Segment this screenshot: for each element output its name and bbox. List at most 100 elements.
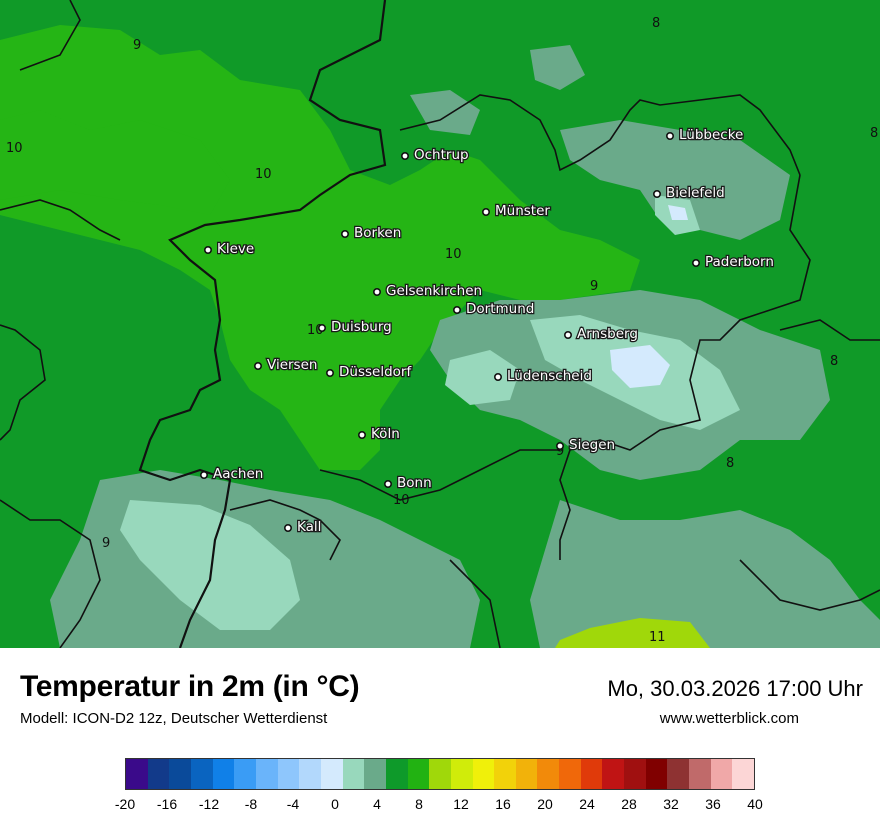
- city-aachen[interactable]: Aachen: [200, 465, 265, 483]
- city-ochtrup[interactable]: Ochtrup: [400, 146, 470, 164]
- iso-label: 10: [445, 247, 462, 262]
- iso-label: 8: [830, 354, 838, 369]
- city-siegen[interactable]: Siegen: [555, 436, 616, 454]
- city-label: Kall: [297, 519, 321, 535]
- city-viersen[interactable]: Viersen: [254, 356, 319, 374]
- city-paderborn[interactable]: Paderborn: [691, 253, 775, 271]
- coldest-region-rothaar: [610, 345, 670, 388]
- city-label: Arnsberg: [577, 326, 638, 342]
- temperature-regions: [0, 25, 880, 648]
- regional-border-nw: [19, 0, 81, 71]
- city-label: Köln: [371, 426, 400, 442]
- city-kleve[interactable]: Kleve: [204, 240, 256, 258]
- city-gelsenkirchen[interactable]: Gelsenkirchen: [372, 282, 483, 300]
- warm-region-north: [0, 110, 230, 215]
- color-scale-tick-label: 24: [579, 796, 595, 812]
- city-label: Bonn: [397, 475, 432, 491]
- iso-label: 9: [556, 444, 564, 459]
- color-scale-tick-label: 40: [747, 796, 763, 812]
- cool-region-east: [560, 120, 790, 240]
- city-label: Münster: [495, 203, 550, 219]
- cool-region-south: [530, 500, 880, 648]
- color-scale-tick-label: -4: [286, 796, 300, 812]
- color-scale-swatch: [515, 759, 538, 789]
- regional-border-south: [319, 449, 560, 501]
- color-scale-swatch: [277, 759, 300, 789]
- color-scale-tick-label: -20: [114, 796, 136, 812]
- borders: [0, 0, 880, 648]
- city-luebbecke[interactable]: Lübbecke: [665, 126, 745, 144]
- regional-border-north: [399, 94, 801, 176]
- website-link[interactable]: www.wetterblick.com: [659, 710, 799, 727]
- color-scale-swatch: [385, 759, 408, 789]
- regional-border-ne: [779, 319, 880, 341]
- map-title: Temperatur in 2m (in °C): [20, 670, 360, 703]
- iso-label: 10: [393, 493, 410, 508]
- city-kall[interactable]: Kall: [283, 518, 323, 536]
- iso-label: 9: [133, 38, 141, 53]
- city-label: Aachen: [213, 466, 263, 482]
- iso-label: 8: [652, 16, 660, 31]
- city-label: Düsseldorf: [339, 364, 412, 380]
- city-bielefeld[interactable]: Bielefeld: [652, 184, 726, 202]
- city-label: Gelsenkirchen: [386, 283, 482, 299]
- iso-label: 10: [6, 141, 23, 156]
- iso-label: 9: [102, 536, 110, 551]
- temperature-map: 9 8 10 10 8 10 9 10 8 9 8 10 9 11 Lübbec…: [0, 0, 880, 648]
- color-scale-tick-label: 36: [705, 796, 721, 812]
- color-scale-swatch: [342, 759, 365, 789]
- color-scale-tick-label: 20: [537, 796, 553, 812]
- color-scale-swatch: [234, 759, 256, 789]
- color-scale-swatch: [710, 759, 733, 789]
- color-scale-tick-label: 4: [373, 796, 381, 812]
- city-koeln[interactable]: Köln: [357, 425, 401, 443]
- color-scale-swatch: [212, 759, 235, 789]
- cool-region-top: [530, 45, 585, 90]
- map-footer: Temperatur in 2m (in °C) Modell: ICON-D2…: [0, 648, 880, 830]
- color-scale-swatch: [190, 759, 213, 789]
- city-label: Lüdenscheid: [507, 368, 592, 384]
- color-scale-swatch: [407, 759, 430, 789]
- city-label: Ochtrup: [414, 147, 469, 163]
- warm-region-south: [555, 618, 710, 648]
- city-bonn[interactable]: Bonn: [383, 474, 433, 492]
- color-scale-swatch: [126, 759, 148, 789]
- city-label: Siegen: [569, 437, 615, 453]
- city-label: Lübbecke: [679, 127, 743, 143]
- cool-region-northeast: [410, 90, 480, 135]
- city-duesseldorf[interactable]: Düsseldorf: [325, 363, 414, 381]
- color-scale-swatch: [667, 759, 690, 789]
- colder-region-eifel: [120, 500, 300, 630]
- model-info: Modell: ICON-D2 12z, Deutscher Wetterdie…: [20, 710, 328, 727]
- city-label: Kleve: [217, 241, 254, 257]
- regional-border-sw2: [0, 499, 101, 648]
- city-dortmund[interactable]: Dortmund: [452, 300, 536, 318]
- color-scale-tick-label: -12: [198, 796, 220, 812]
- color-scale-tick-label: 0: [331, 796, 339, 812]
- city-label: Duisburg: [331, 319, 392, 335]
- color-scale-tick-label: 32: [663, 796, 679, 812]
- iso-label: 8: [726, 456, 734, 471]
- color-scale-swatch: [255, 759, 278, 789]
- color-scale-swatch: [602, 759, 625, 789]
- city-duisburg[interactable]: Duisburg: [317, 318, 393, 336]
- city-luedenscheid[interactable]: Lüdenscheid: [493, 367, 593, 385]
- color-scale: [125, 758, 755, 790]
- regional-border-s2: [449, 559, 501, 648]
- color-scale-tick-label: 8: [415, 796, 423, 812]
- color-scale-swatch: [645, 759, 668, 789]
- color-scale-swatch: [689, 759, 711, 789]
- iso-label: 11: [649, 630, 666, 645]
- color-scale-swatch: [450, 759, 473, 789]
- city-borken[interactable]: Borken: [340, 224, 403, 242]
- city-arnsberg[interactable]: Arnsberg: [563, 325, 639, 343]
- iso-label: 8: [870, 126, 878, 141]
- national-border: [138, 0, 387, 648]
- regional-border-se: [739, 559, 880, 611]
- color-scale-tick-label: 12: [453, 796, 469, 812]
- coldest-region-bielefeld: [668, 205, 688, 220]
- city-label: Borken: [354, 225, 401, 241]
- city-muenster[interactable]: Münster: [481, 202, 552, 220]
- colder-region-bergland: [445, 350, 520, 405]
- city-markers: Lübbecke Ochtrup Bielefeld Münster Borke…: [200, 126, 775, 536]
